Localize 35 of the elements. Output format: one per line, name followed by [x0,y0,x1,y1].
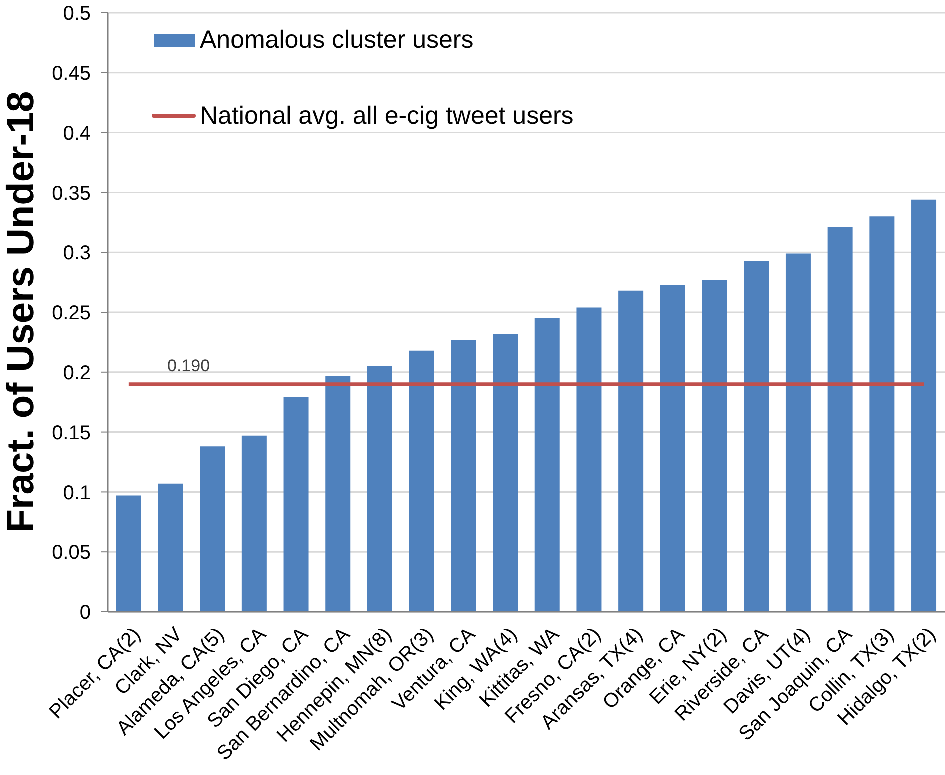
y-tick-label: 0.45 [52,63,91,85]
bar [158,484,184,612]
y-tick-label: 0.3 [63,242,91,265]
bar [576,308,602,612]
y-tick-label: 0.05 [52,542,91,564]
y-axis-title: Fract. of Users Under-18 [0,91,44,533]
bar [284,398,309,612]
bar [367,366,392,612]
bar [200,446,226,612]
y-tick-label: 0.25 [52,302,91,325]
bar [618,290,644,612]
bar [702,280,728,612]
y-tick-label: 0.15 [52,422,91,444]
bar [912,200,937,612]
y-tick-label: 0.4 [63,122,91,145]
bar [828,227,853,612]
legend-label: National avg. all e-cig tweet users [200,102,574,130]
bar [744,260,770,612]
bar [786,254,811,612]
y-tick-label: 0.1 [63,482,91,504]
y-tick-label: 0.35 [52,182,91,205]
bar [451,340,476,612]
bar [870,216,895,612]
y-tick-label: 0.2 [63,362,91,384]
bar [326,376,351,612]
bar [493,334,518,612]
legend-label: Anomalous cluster users [200,26,474,54]
bar [409,350,434,612]
bar [660,284,686,612]
bar [242,436,267,612]
y-tick-label: 0.5 [63,3,91,26]
y-tick-label: 0 [80,602,91,624]
data-label: 0.190 [168,356,210,376]
bar [116,496,142,612]
bar [534,318,560,612]
